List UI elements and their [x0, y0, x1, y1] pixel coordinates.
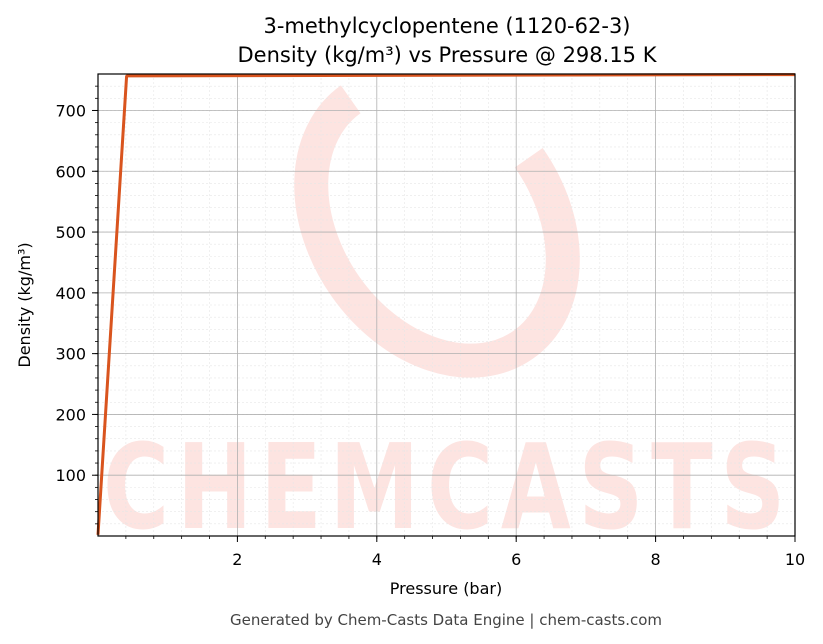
y-tick-label: 500	[55, 223, 86, 242]
y-tick-label: 200	[55, 405, 86, 424]
chemcasts-watermark: CHEMCASTS	[103, 66, 793, 556]
footer-credit: Generated by Chem-Casts Data Engine | ch…	[230, 611, 662, 629]
series-group	[96, 73, 796, 535]
x-tick-label: 10	[785, 550, 805, 569]
x-tick-label: 8	[651, 550, 661, 569]
x-tick-label: 4	[372, 550, 382, 569]
y-tick-label: 700	[55, 101, 86, 120]
y-tick-label: 600	[55, 162, 86, 181]
y-tick-label: 400	[55, 284, 86, 303]
x-axis-label: Pressure (bar)	[390, 579, 502, 598]
series-line-0	[96, 73, 796, 535]
x-tick-label: 2	[232, 550, 242, 569]
y-axis: 100 200 300 400 500 600 700	[55, 85, 98, 525]
x-axis: 2 4 6 8 10	[125, 536, 805, 569]
watermark-text: CHEMCASTS	[103, 418, 793, 556]
y-tick-label: 300	[55, 345, 86, 364]
y-axis-label: Density (kg/m³)	[15, 242, 34, 367]
y-tick-label: 100	[55, 466, 86, 485]
chart-title: 3-methylcyclopentene (1120-62-3)	[263, 14, 630, 38]
chart-subtitle: Density (kg/m³) vs Pressure @ 298.15 K	[237, 43, 657, 67]
watermark-logo	[294, 66, 580, 378]
x-tick-label: 6	[511, 550, 521, 569]
